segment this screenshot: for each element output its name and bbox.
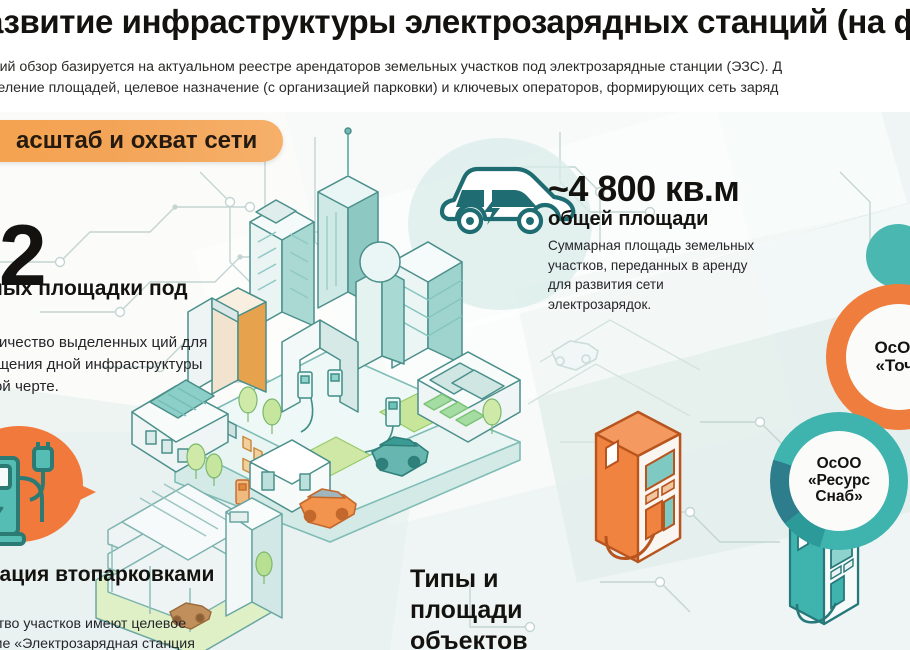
types-section-heading: Типы и площади объектов [410,565,528,650]
operator-donut-resurs-snab: ОсОО «Ресурс Снаб» [770,412,908,550]
stat-total-area-label: общей площади [548,208,709,230]
operator-name-line-2: «Точк [875,356,910,375]
parking-integration-description: ьшинство участков имеют целевое начение … [0,614,286,650]
subtitle-line-2: пределение площадей, целевое назначение … [0,80,779,96]
stat-active-sites-label: тивных площадки под ЭЗС [0,277,188,300]
stat-total-area-number: ~4 800 кв.м [548,168,740,209]
operator-donut-resurs-snab-label: ОсОО «Ресурс Снаб» [789,431,889,531]
operator-name-line-1: ОсОО [874,337,910,357]
page-subtitle: тоящий обзор базируется на актуальном ре… [0,57,910,99]
subtitle-line-1: тоящий обзор базируется на актуальном ре… [0,59,783,75]
operator-donut-tochka-label: ОсОО «Точк [846,304,910,410]
operator2-name-line-1: ОсОО [816,454,862,472]
charging-pole-icon [594,410,682,564]
parking-desc-line-1: ьшинство участков имеют целевое [0,616,187,632]
parking-desc-line-2: начение «Электрозарядная станция [0,636,195,650]
charging-station-callout [0,426,96,546]
ev-car-icon [439,166,576,235]
parking-integration-title: тeграция втопарковками [0,563,215,586]
header: Развитие инфраструктуры электрозарядных … [0,0,910,112]
decorative-teal-circle [866,224,910,288]
section-badge-scale: асштаб и охват сети [0,120,284,162]
operator2-name-line-3: Снаб» [815,488,863,506]
stat-active-sites-number: 32 [0,208,47,304]
operator2-name-line-2: «Ресурс [807,471,871,489]
fuel-pump-icon [0,442,54,546]
page-title: Развитие инфраструктуры электрозарядных … [0,3,910,40]
isometric-city-illustration [95,127,860,650]
stat-total-area-description: Суммарная площадь земельных участков, пе… [548,238,755,312]
infographic-canvas: асштаб и охват сети 32 тивных площадки п… [0,112,910,650]
stat-active-sites-description: ее количество выделенных ций для размеще… [0,334,208,395]
